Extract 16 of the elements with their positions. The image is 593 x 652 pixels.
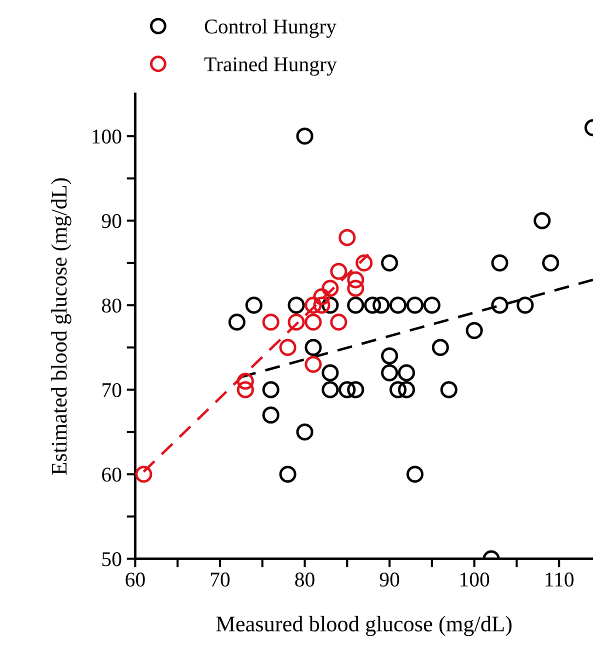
- y-axis-title: Estimated blood glucose (mg/dL): [51, 178, 72, 475]
- x-axis-title: Measured blood glucose (mg/dL): [216, 616, 512, 636]
- y-tick-label: 90: [102, 214, 122, 228]
- y-tick-label: 50: [102, 552, 122, 566]
- y-tick-label: 60: [102, 468, 122, 482]
- x-tick-label: 70: [210, 572, 230, 587]
- x-tick-label: 80: [295, 572, 314, 587]
- y-tick-label: 100: [92, 130, 122, 144]
- legend-label: Trained Hungry: [204, 56, 337, 76]
- y-tick-label: 80: [102, 298, 122, 313]
- x-tick-label: 90: [380, 572, 400, 587]
- y-tick-label: 70: [102, 383, 122, 398]
- x-tick-label: 100: [460, 572, 490, 587]
- legend-label: Control Hungry: [204, 18, 336, 38]
- x-tick-label: 60: [126, 572, 145, 587]
- x-tick-label: 110: [546, 572, 574, 587]
